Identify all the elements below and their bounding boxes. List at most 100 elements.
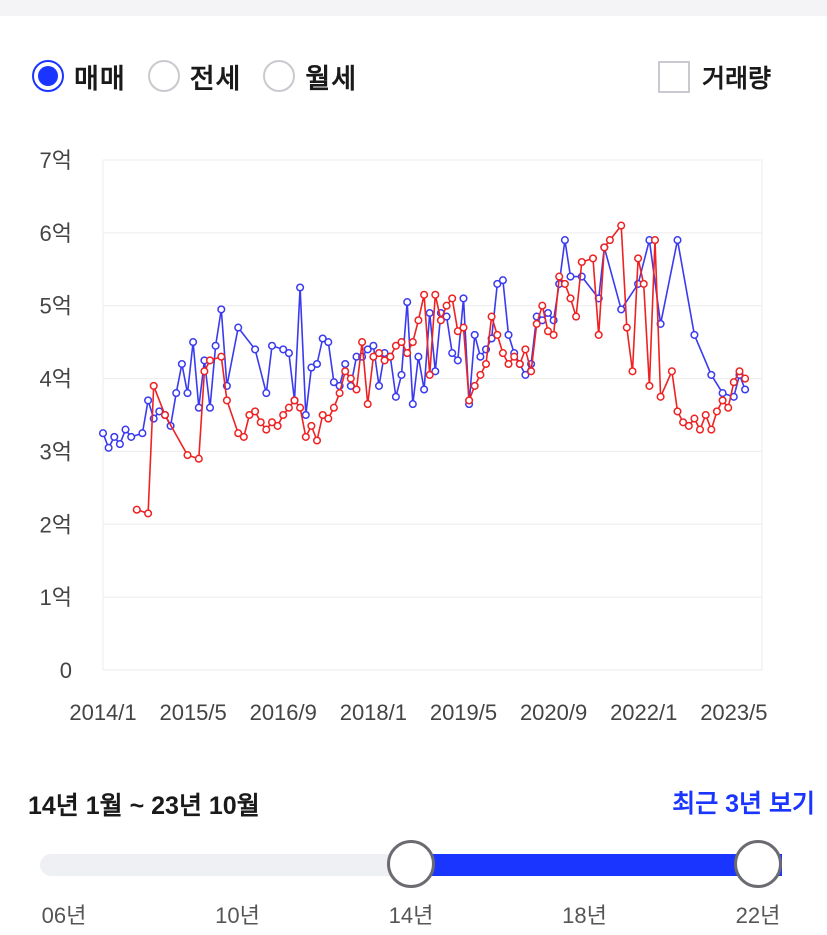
jeonse-data-point xyxy=(284,403,293,412)
jeonse-data-point xyxy=(532,319,541,328)
radio-jeonse[interactable]: 전세 xyxy=(147,57,242,96)
sale-data-point xyxy=(177,359,186,369)
sale-series-line xyxy=(102,239,746,449)
recent-3-years-link[interactable]: 최근 3년 보기 xyxy=(672,790,815,818)
radio-jeonse-label: 전세 xyxy=(189,63,242,94)
slider-tick-label: 14년 xyxy=(388,903,434,928)
sale-data-point xyxy=(397,370,406,379)
sale-data-point xyxy=(690,330,699,339)
radio-monthly-rent-label: 월세 xyxy=(305,63,358,94)
sale-data-point xyxy=(707,370,716,379)
radio-monthly-rent-indicator[interactable] xyxy=(263,60,296,92)
jeonse-data-point xyxy=(307,421,316,430)
radio-sale-indicator[interactable] xyxy=(32,60,64,92)
jeonse-data-point xyxy=(346,374,355,383)
slider-selected-range xyxy=(411,854,782,876)
slider-tick-label: 10년 xyxy=(215,903,260,928)
jeonse-data-point xyxy=(369,352,378,361)
jeonse-data-point xyxy=(735,367,744,376)
jeonse-data-point xyxy=(656,392,665,401)
jeonse-data-point xyxy=(572,312,581,321)
jeonse-data-point xyxy=(425,370,434,379)
jeonse-data-point xyxy=(679,418,688,427)
y-tick-label: 6억 xyxy=(40,221,72,246)
jeonse-data-point xyxy=(352,385,361,394)
jeonse-data-point xyxy=(634,254,643,263)
sale-data-point xyxy=(476,352,485,361)
jeonse-data-point xyxy=(510,352,519,361)
jeonse-data-point xyxy=(521,345,530,354)
jeonse-data-point xyxy=(605,236,614,245)
sale-data-point xyxy=(98,429,108,438)
volume-checkbox-box[interactable] xyxy=(658,61,690,93)
sale-data-point xyxy=(617,305,626,314)
jeonse-data-point xyxy=(256,418,265,427)
jeonse-data-point xyxy=(329,403,338,412)
radio-monthly-rent[interactable]: 월세 xyxy=(263,57,357,96)
slider-handle-end[interactable] xyxy=(734,840,782,888)
jeonse-data-point xyxy=(234,429,243,438)
jeonse-data-point xyxy=(453,327,462,336)
sale-data-point xyxy=(155,407,164,416)
sale-data-point xyxy=(329,378,338,387)
y-tick-label: 2억 xyxy=(40,512,72,537)
jeonse-data-point xyxy=(667,367,676,376)
slider-tick-label: 18년 xyxy=(562,903,607,928)
jeonse-data-point xyxy=(301,432,310,441)
jeonse-data-point xyxy=(459,323,468,332)
date-range-label: 14년 1월 ~ 23년 10월 xyxy=(28,792,260,820)
sale-data-point xyxy=(374,381,384,390)
volume-checkbox[interactable]: 거래량 xyxy=(658,59,771,95)
jeonse-data-point xyxy=(403,349,412,358)
jeonse-data-point xyxy=(312,436,322,445)
jeonse-data-point xyxy=(577,257,586,267)
radio-jeonse-indicator[interactable] xyxy=(147,60,180,92)
radio-sale[interactable]: 매매 xyxy=(32,57,126,96)
jeonse-data-point xyxy=(481,359,491,369)
jeonse-data-point xyxy=(217,352,226,361)
sale-data-point xyxy=(217,305,226,314)
sale-data-point xyxy=(138,429,147,438)
sale-data-point xyxy=(718,389,727,398)
sale-data-point xyxy=(234,323,243,332)
sale-data-point xyxy=(493,279,502,288)
x-tick-label: 2023/5 xyxy=(700,700,767,725)
jeonse-data-point xyxy=(712,407,721,416)
jeonse-data-point xyxy=(566,294,575,303)
jeonse-data-point xyxy=(160,410,170,420)
radio-sale-label: 매매 xyxy=(74,63,126,94)
jeonse-data-point xyxy=(741,374,750,383)
sale-data-point xyxy=(391,392,400,401)
jeonse-data-point xyxy=(414,316,423,325)
jeonse-data-point xyxy=(194,454,203,463)
jeonse-data-point xyxy=(380,356,389,365)
sale-data-point xyxy=(341,359,350,369)
jeonse-data-point xyxy=(273,421,282,430)
jeonse-data-point xyxy=(690,414,699,423)
volume-checkbox-label: 거래량 xyxy=(702,65,772,93)
sale-data-point xyxy=(363,345,372,354)
jeonse-data-point xyxy=(279,410,288,420)
jeonse-data-point xyxy=(149,381,158,390)
sale-data-point xyxy=(251,345,260,354)
sale-data-point xyxy=(318,334,327,343)
sale-data-point xyxy=(521,370,530,379)
slider-tick-labels: 06년 10년 14년 18년 22년 xyxy=(0,898,827,928)
sale-data-point xyxy=(183,389,192,398)
jeonse-data-point xyxy=(262,425,271,434)
sale-data-point xyxy=(121,425,130,434)
jeonse-data-point xyxy=(341,367,350,376)
jeonse-data-point xyxy=(493,330,502,339)
jeonse-data-point xyxy=(245,410,254,420)
jeonse-data-point xyxy=(374,349,384,358)
sale-data-point xyxy=(543,308,553,318)
x-tick-label: 2018/1 xyxy=(340,700,407,725)
year-range-slider[interactable] xyxy=(40,838,782,894)
slider-handle-start[interactable] xyxy=(387,840,435,888)
jeonse-data-point xyxy=(205,356,215,365)
jeonse-data-point xyxy=(549,330,558,339)
y-tick-label: 4억 xyxy=(40,367,72,392)
jeonse-data-point xyxy=(335,389,344,398)
jeonse-data-point xyxy=(442,301,451,310)
slider-tick-label: 06년 xyxy=(41,903,87,928)
